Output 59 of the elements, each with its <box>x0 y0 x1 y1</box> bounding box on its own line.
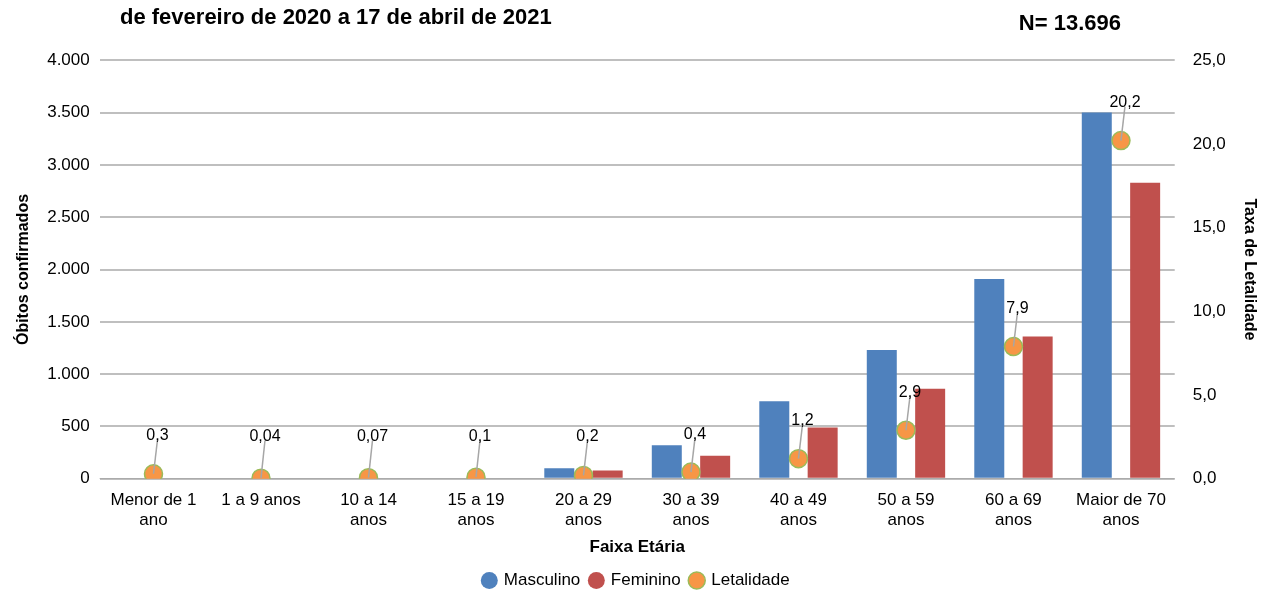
y-tick-label: 3.500 <box>47 102 90 122</box>
bar <box>592 470 623 478</box>
y2-tick-label: 20,0 <box>1192 133 1226 153</box>
point <box>681 462 701 479</box>
bar <box>1130 182 1161 478</box>
bar <box>866 350 897 478</box>
x-tick-label: 40 a 49 anos <box>770 489 827 530</box>
x-tick-label: Maior de 70 anos <box>1076 489 1166 530</box>
data-label: 0,3 <box>146 426 169 444</box>
x-tick-label: 10 a 14 anos <box>340 489 397 530</box>
x-tick-label: 50 a 59 anos <box>877 489 935 530</box>
bar <box>544 468 575 478</box>
x-tick-label: 1 a 9 anos <box>221 489 301 509</box>
x-axis-title: Faixa Etária <box>589 537 686 557</box>
chart-title: de fevereiro de 2020 a 17 de abril de 2021 <box>120 4 552 30</box>
data-label: 0,04 <box>249 426 281 444</box>
data-label: 0,07 <box>356 426 389 444</box>
text: N= 13.696 <box>1018 10 1121 36</box>
y-tick-label: 1.500 <box>47 311 90 331</box>
data-label: 7,9 <box>1006 298 1029 316</box>
y-axis-title: Óbitos confirmados <box>13 193 32 346</box>
y2-tick-label: 15,0 <box>1192 217 1226 237</box>
y-tick-label: 3.000 <box>47 154 90 174</box>
x-tick-label: Menor de 1 ano <box>110 489 197 530</box>
bar <box>651 445 682 478</box>
legend-label: Letalidade <box>711 570 790 590</box>
data-label: 0,2 <box>576 426 599 444</box>
y2-tick-label: 5,0 <box>1192 384 1217 404</box>
legend-label: Feminino <box>610 570 681 590</box>
x-tick-label: 20 a 29 anos <box>555 489 612 530</box>
bar <box>759 401 790 478</box>
data-label: 20,2 <box>1109 92 1141 110</box>
y2-tick-label: 25,0 <box>1192 49 1226 69</box>
data-label: 1,2 <box>791 411 814 429</box>
y-tick-label: 2.000 <box>47 259 90 279</box>
y2-axis-title: Taxa de Letalidade <box>1241 198 1259 341</box>
x-tick-label: 15 a 19 anos <box>447 489 505 530</box>
point <box>1111 130 1131 151</box>
y2-tick-label: 10,0 <box>1192 301 1226 321</box>
y-tick-label: 4.000 <box>47 49 90 69</box>
y-tick-label: 1.000 <box>47 363 90 383</box>
y-tick-label: 0 <box>80 468 90 488</box>
bar <box>974 278 1005 478</box>
data-label: 0,4 <box>683 424 707 442</box>
y2-tick-label: 0,0 <box>1192 468 1217 488</box>
point <box>1003 336 1024 357</box>
y-tick-label: 2.500 <box>47 206 90 226</box>
data-label: 2,9 <box>898 382 922 400</box>
bar <box>1081 112 1112 478</box>
point <box>896 420 916 440</box>
y-tick-label: 500 <box>61 416 90 436</box>
bar <box>807 427 838 478</box>
legend-label: Masculino <box>503 570 581 590</box>
point <box>788 448 809 469</box>
x-tick-label: 60 a 69 anos <box>985 489 1042 530</box>
x-tick-label: 30 a 39 anos <box>662 489 720 530</box>
data-label: 0,1 <box>468 426 492 444</box>
bar <box>700 455 731 478</box>
bar <box>1022 336 1053 478</box>
